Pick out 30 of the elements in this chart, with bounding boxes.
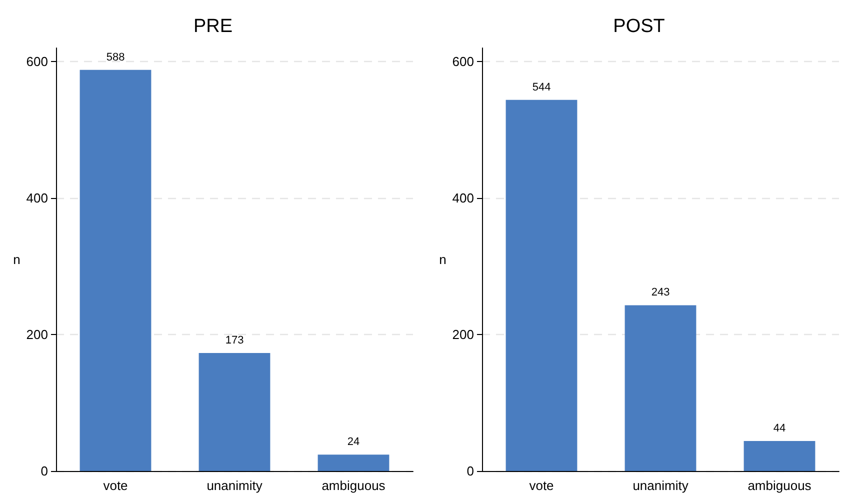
- bar: [80, 70, 152, 471]
- bar: [744, 440, 816, 471]
- x-tick-label: vote: [529, 478, 554, 493]
- x-tick-label: ambiguous: [322, 478, 386, 493]
- bar: [506, 100, 578, 471]
- x-tick-label: ambiguous: [748, 478, 812, 493]
- bar: [198, 352, 270, 471]
- data-label: 24: [347, 436, 360, 448]
- data-label: 173: [225, 334, 244, 346]
- bar: [624, 305, 696, 471]
- chart-title: PRE: [193, 16, 233, 37]
- x-tick-label: unanimity: [632, 478, 689, 493]
- y-axis-title: n: [439, 252, 446, 267]
- x-tick-label: unanimity: [206, 478, 263, 493]
- y-tick-label: 0: [466, 464, 474, 478]
- y-tick-label: 600: [26, 54, 48, 70]
- chart-title: POST: [613, 16, 666, 37]
- y-tick-label: 400: [26, 190, 48, 206]
- y-tick-label: 600: [452, 54, 474, 70]
- y-tick-label: 400: [452, 190, 474, 206]
- y-tick-label: 200: [452, 327, 474, 342]
- bar: [318, 454, 390, 471]
- x-tick-label: vote: [103, 478, 128, 493]
- y-tick-label: 0: [40, 464, 48, 478]
- data-label: 44: [773, 422, 786, 434]
- data-label: 243: [651, 286, 670, 299]
- y-tick-label: 200: [26, 327, 48, 342]
- data-label: 588: [106, 51, 125, 64]
- data-label: 544: [532, 81, 551, 94]
- y-axis-title: n: [13, 252, 20, 267]
